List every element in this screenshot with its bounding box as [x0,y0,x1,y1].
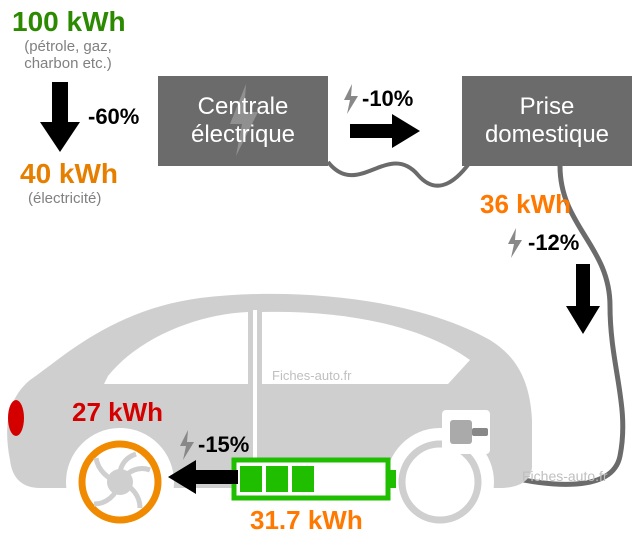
source-loss: -60% [88,104,139,129]
box-centrale: Centrale électrique [158,76,328,166]
motor-loss: -15% [198,432,249,457]
arrow-motor [168,460,238,494]
cable-plant-to-outlet [328,150,478,200]
box-centrale-label: Centrale électrique [191,93,295,148]
source-sub: (pétrole, gaz, charbon etc.) [8,38,128,73]
after-outlet-value: 36 kWh [480,190,571,220]
wheel-value: 27 kWh [72,398,163,428]
lightning-motor-icon [178,430,196,460]
after-plant-value: 40 kWh [20,158,118,190]
lightning-transmission-icon [342,84,360,114]
after-plant-sub: (électricité) [28,190,101,207]
transmission-loss: -10% [362,86,413,111]
arrow-charging [566,264,600,334]
watermark-corner: Fiches-auto.fr [522,468,608,484]
watermark-window: Fiches-auto.fr [272,368,352,383]
lightning-charging-icon [506,228,524,258]
arrow-source-to-plant [40,82,80,152]
arrow-transmission [350,114,420,148]
charging-loss: -12% [528,230,579,255]
battery-value: 31.7 kWh [250,506,363,536]
box-prise-label: Prise domestique [485,93,609,148]
box-prise: Prise domestique [462,76,632,166]
source-value: 100 kWh [12,6,126,38]
